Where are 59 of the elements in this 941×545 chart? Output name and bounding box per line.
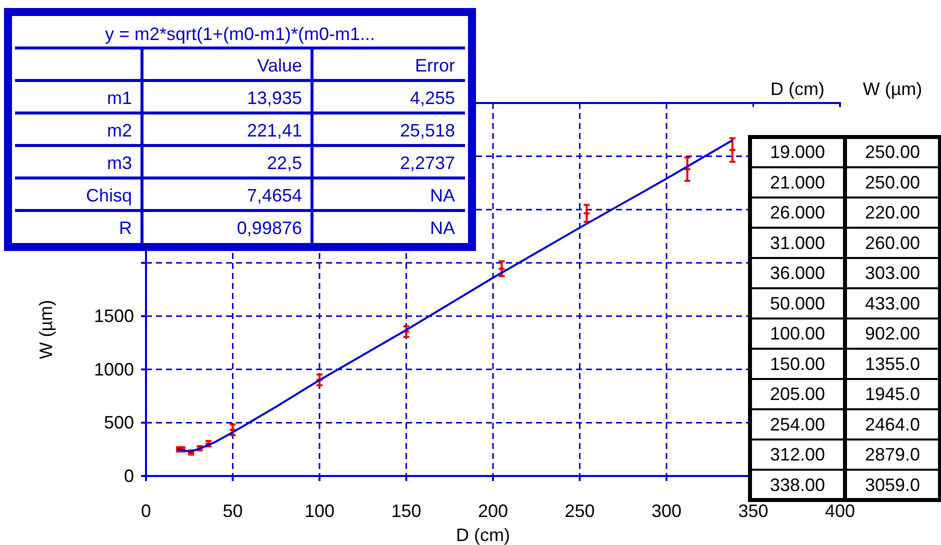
- text: 220.00: [864, 202, 920, 223]
- annotation: 50.000: [770, 293, 826, 314]
- text: 2464.0: [864, 414, 920, 434]
- x-tick-label: 150: [391, 501, 422, 521]
- x-tick-label: 350: [738, 501, 768, 521]
- text: 260.00: [864, 232, 920, 253]
- text: 303.00: [864, 263, 920, 284]
- text: 902.00: [864, 324, 920, 344]
- annotation: 221,41: [246, 120, 302, 140]
- annotation: 338.00: [770, 474, 826, 495]
- annotation: 0,99876: [236, 218, 302, 238]
- text: 3059.0: [864, 474, 920, 495]
- annotation: 7,4654: [246, 185, 302, 206]
- x-tick-label: 0: [140, 501, 152, 521]
- x-tick-label: 400: [824, 501, 856, 521]
- annotation: 26.000: [770, 202, 826, 223]
- annotation: 100.00: [770, 324, 826, 344]
- text: W (µm): [862, 79, 922, 99]
- x-tick-label: 300: [651, 501, 682, 521]
- text: y = m2*sqrt(1+(m0-m1)*(m0-m1...: [104, 24, 376, 44]
- text: m1: [106, 88, 132, 108]
- y-tick-label: 500: [104, 412, 134, 433]
- x-tick-label: 200: [478, 501, 508, 521]
- text: 433.00: [864, 293, 920, 314]
- annotation: NA: [430, 185, 455, 206]
- text: 250.00: [864, 142, 920, 162]
- x-tick-label: 250: [564, 501, 595, 521]
- y-tick-label: 1000: [94, 359, 134, 380]
- annotation: 22,5: [266, 152, 302, 173]
- y-tick-label: 0: [124, 466, 134, 486]
- annotation: 2,2737: [400, 152, 455, 173]
- annotation: NA: [430, 218, 455, 238]
- y-tick-label: 1500: [94, 306, 134, 326]
- text: Error: [415, 55, 455, 76]
- text: Value: [257, 55, 302, 76]
- text: 1945.0: [864, 384, 920, 404]
- text: D (cm): [770, 79, 824, 99]
- annotation: 205.00: [770, 384, 826, 404]
- text: 250.00: [864, 172, 920, 192]
- x-tick-label: 50: [222, 501, 243, 521]
- annotation: 312.00: [770, 444, 826, 465]
- annotation: 150.00: [770, 354, 826, 374]
- text: 1355.0: [864, 354, 920, 374]
- text: 2879.0: [864, 444, 920, 465]
- text: m3: [106, 152, 132, 173]
- annotation: 4,255: [410, 88, 455, 108]
- y-axis-title: W (µm): [36, 300, 56, 360]
- annotation: 19.000: [770, 142, 826, 162]
- text: Chisq: [86, 185, 132, 206]
- annotation: 254.00: [770, 414, 826, 434]
- text: m2: [106, 120, 132, 140]
- annotation: 25,518: [400, 120, 455, 140]
- annotation: 13,935: [246, 88, 302, 108]
- annotation: 31.000: [770, 232, 826, 253]
- x-tick-label: 100: [304, 501, 335, 521]
- x-axis-title: D (cm): [456, 525, 510, 545]
- annotation: 21.000: [770, 172, 826, 192]
- annotation: 36.000: [770, 263, 826, 284]
- text: R: [119, 218, 132, 238]
